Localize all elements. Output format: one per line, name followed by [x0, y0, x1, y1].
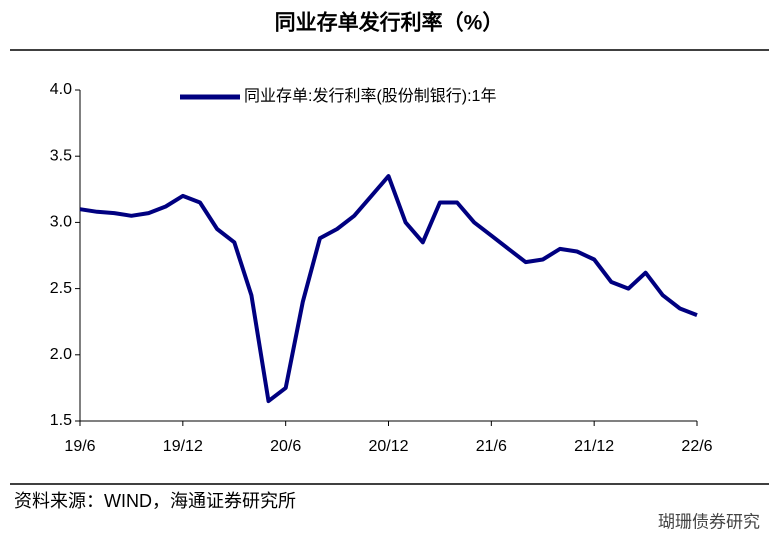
y-tick-label: 1.5	[50, 412, 72, 429]
source: 资料来源：WIND，海通证券研究所	[14, 491, 296, 511]
legend-label: 同业存单:发行利率(股份制银行):1年	[244, 87, 496, 105]
x-tick-label: 21/12	[574, 438, 614, 455]
x-tick-label: 19/6	[64, 438, 95, 455]
watermark: 瑚珊债券研究	[658, 512, 760, 531]
x-tick-label: 20/6	[270, 438, 301, 455]
y-tick-label: 4.0	[50, 81, 72, 98]
x-tick-label: 22/6	[681, 438, 712, 455]
chart-title: 同业存单发行利率（%）	[275, 11, 504, 35]
series-line	[79, 174, 698, 404]
x-tick-label: 21/6	[476, 438, 507, 455]
x-tick-label: 19/12	[163, 438, 203, 455]
y-tick-label: 2.0	[50, 346, 72, 363]
x-tick-label: 20/12	[368, 438, 408, 455]
y-tick-label: 3.0	[50, 214, 72, 231]
y-tick-label: 3.5	[50, 147, 72, 164]
y-tick-label: 2.5	[50, 280, 72, 297]
